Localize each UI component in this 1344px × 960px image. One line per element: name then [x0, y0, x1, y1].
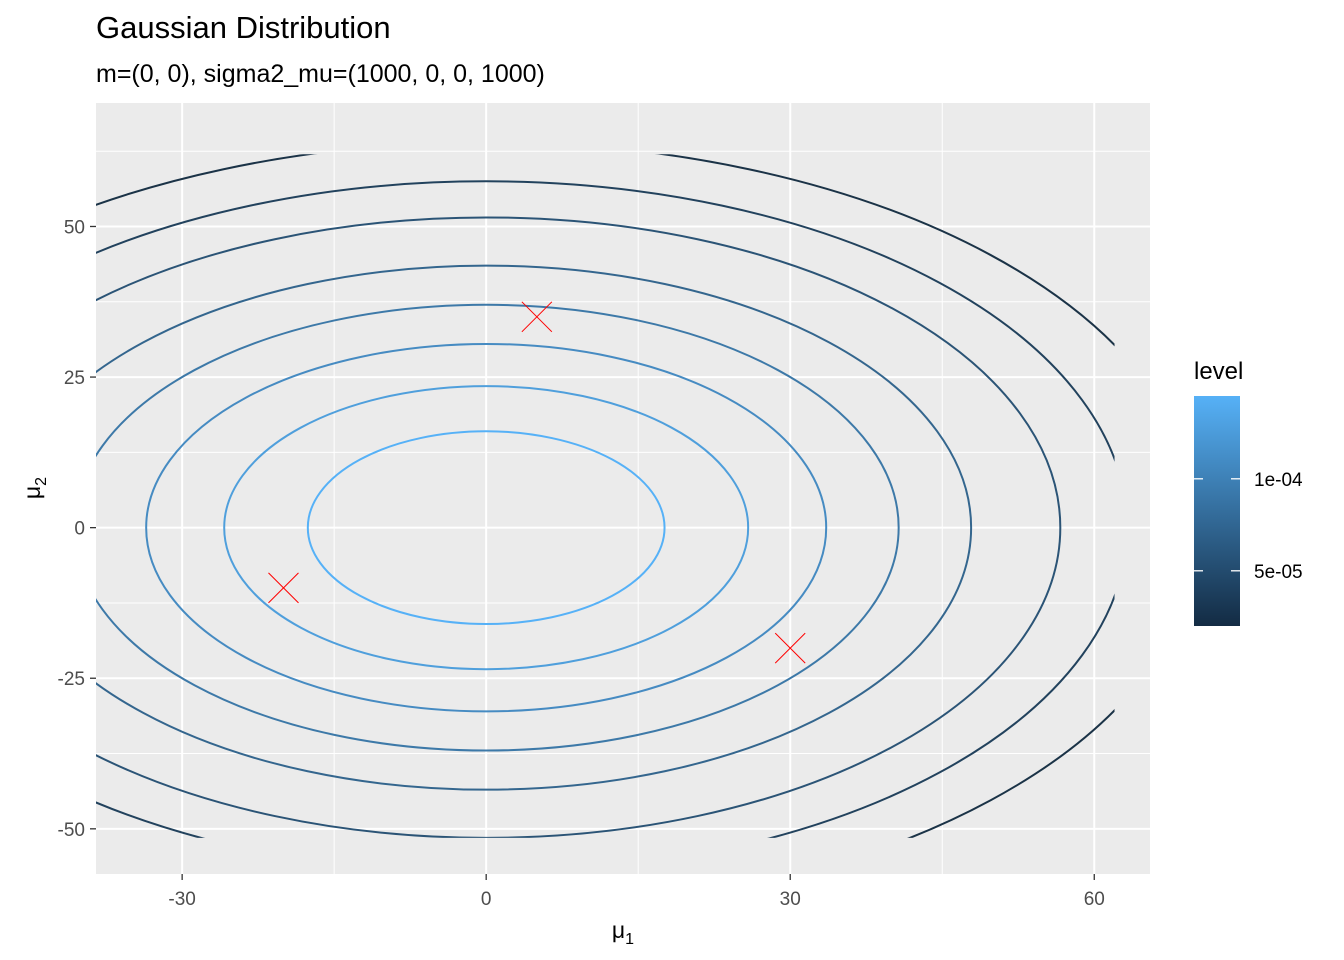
data-points: [268, 301, 806, 664]
legend-tick-label: 5e-05: [1254, 562, 1303, 583]
data-point: [521, 301, 553, 333]
chart-title: Gaussian Distribution: [96, 10, 391, 45]
legend-tick-label: 1e-04: [1254, 470, 1303, 491]
x-tick-label: 60: [1084, 889, 1105, 910]
contour-line: [96, 180, 1115, 838]
legend: level 5e-05 1e-04: [1194, 358, 1303, 626]
x-axis-title-subscript: 1: [625, 931, 634, 948]
data-point-stroke: [268, 572, 299, 604]
contour-line: [145, 342, 828, 713]
legend-title: level: [1194, 358, 1243, 385]
y-tick-label: 0: [74, 519, 85, 540]
x-tick-label: 30: [780, 889, 801, 910]
y-axis-title-subscript: 2: [33, 477, 50, 486]
y-tick-label: 50: [64, 217, 85, 238]
contour-line: [96, 303, 900, 752]
y-tick-label: 25: [64, 368, 85, 389]
legend-ticks: 5e-05 1e-04: [1194, 470, 1303, 583]
contour-lines: [96, 154, 1115, 838]
contour-group: [96, 154, 1115, 838]
grid-minor: [29, 103, 1150, 874]
contour-line: [96, 216, 1062, 838]
legend-colorbar: [1194, 396, 1240, 626]
y-tick-label: -50: [58, 820, 85, 841]
contour-line: [306, 430, 666, 626]
chart-subtitle: m=(0, 0), sigma2_mu=(1000, 0, 0, 1000): [96, 60, 545, 88]
x-tick-label: -30: [168, 889, 195, 910]
y-axis-title-main: μ: [19, 486, 45, 499]
y-axis-ticks: -50 -25 0 25 50: [58, 217, 96, 841]
data-point: [774, 632, 806, 664]
x-axis-title: μ1: [612, 917, 634, 948]
data-point-stroke: [521, 301, 553, 333]
plot-panel: [96, 103, 1150, 874]
contour-line: [223, 385, 750, 671]
data-point-stroke: [774, 632, 806, 664]
x-tick-label: 0: [481, 889, 492, 910]
x-axis-ticks: -30 0 30 60: [168, 874, 1105, 910]
contour-line: [96, 264, 972, 791]
y-axis-title: μ2: [19, 477, 50, 499]
data-point: [268, 572, 299, 604]
y-tick-label: -25: [58, 669, 85, 690]
x-axis-title-main: μ: [612, 917, 625, 943]
